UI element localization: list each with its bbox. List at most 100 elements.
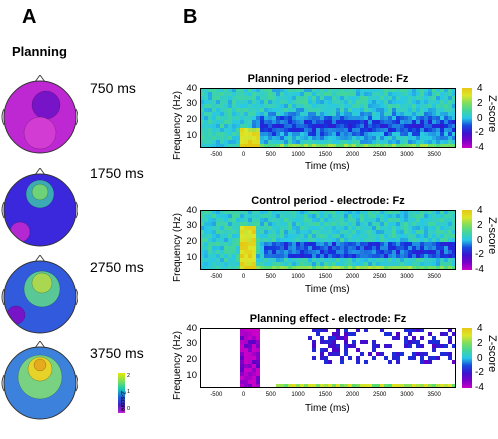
heatmap-cell [392, 352, 397, 357]
heatmap-cell [360, 108, 365, 113]
heatmap-cell [380, 234, 385, 239]
heatmap-cell [368, 360, 373, 365]
heatmap-cell [316, 356, 321, 361]
heatmap-cell [356, 348, 361, 353]
heatmap-cell [208, 234, 213, 239]
heatmap-cell [216, 222, 221, 227]
heatmap-cell [444, 246, 449, 251]
heatmap-cell [420, 116, 425, 121]
heatmap-cell [256, 328, 261, 333]
heatmap-cell [440, 376, 445, 381]
heatmap-cell [224, 210, 229, 215]
heatmap-cell [336, 372, 341, 377]
ear-icon [1, 374, 5, 392]
heatmap-cell [240, 136, 245, 141]
plot-frame [200, 210, 456, 270]
heatmap-cell [200, 226, 205, 231]
heatmap-cell [424, 112, 429, 117]
x-tick: -500 [210, 392, 223, 398]
heatmap-cell [296, 120, 301, 125]
heatmap-cell [260, 230, 265, 235]
heatmap-cell [244, 214, 249, 219]
heatmap-cell [308, 380, 313, 385]
heatmap-cell [328, 108, 333, 113]
heatmap-cell [268, 380, 273, 385]
topomap-1750ms [1, 168, 78, 247]
heatmap-cell [212, 136, 217, 141]
heatmap-cell [292, 250, 297, 255]
heatmap-cell [320, 124, 325, 129]
heatmap-cell [256, 262, 261, 267]
heatmap-cell [268, 384, 273, 388]
heatmap-cell [324, 376, 329, 381]
heatmap-cell [348, 254, 353, 259]
heatmap-cell [264, 210, 269, 215]
heatmap-cell [252, 348, 257, 353]
heatmap-cell [220, 120, 225, 125]
heatmap-cell [368, 144, 373, 148]
heatmap-cell [300, 96, 305, 101]
topomap-time-label: 750 ms [90, 80, 136, 96]
heatmap-cell [348, 120, 353, 125]
heatmap-cell [368, 356, 373, 361]
heatmap-cell [440, 230, 445, 235]
heatmap-cell [336, 112, 341, 117]
heatmap-cell [300, 348, 305, 353]
topomap-750ms [1, 75, 78, 154]
heatmap-cell [356, 132, 361, 137]
heatmap-cell [256, 364, 261, 369]
heatmap-cell [344, 124, 349, 129]
heatmap-cell [272, 332, 277, 337]
heatmap-cell [452, 88, 456, 93]
heatmap-cell [380, 348, 385, 353]
heatmap-cell [380, 340, 385, 345]
heatmap-cell [252, 230, 257, 235]
heatmap-cell [340, 234, 345, 239]
heatmap-cell [440, 116, 445, 121]
heatmap-cell [236, 108, 241, 113]
heatmap-cell [272, 384, 277, 388]
heatmap-cell [340, 360, 345, 365]
heatmap-cell [328, 234, 333, 239]
heatmap-cell [320, 120, 325, 125]
heatmap-cell [296, 210, 301, 215]
colorbar-label: Z-score [486, 95, 498, 133]
heatmap-cell [336, 266, 341, 270]
heatmap-cell [216, 344, 221, 349]
heatmap-cell [376, 352, 381, 357]
heatmap-cell [320, 234, 325, 239]
heatmap-cell [332, 136, 337, 141]
heatmap-cell [324, 250, 329, 255]
heatmap-cell [200, 116, 205, 121]
heatmap-cell [248, 336, 253, 341]
heatmap-cell [400, 332, 405, 337]
heatmap-cell [376, 332, 381, 337]
heatmap-cell [212, 250, 217, 255]
heatmap-cell [272, 238, 277, 243]
heatmap-cell [244, 262, 249, 267]
heatmap-cell [268, 356, 273, 361]
heatmap-cell [220, 100, 225, 105]
heatmap-cell [204, 368, 209, 373]
heatmap-cell [380, 356, 385, 361]
heatmap-cell [288, 88, 293, 93]
heatmap-cell [368, 340, 373, 345]
heatmap-cell [280, 340, 285, 345]
heatmap-cell [344, 376, 349, 381]
heatmap-cell [344, 368, 349, 373]
heatmap-cell [292, 336, 297, 341]
heatmap-cell [428, 136, 433, 141]
colorbar [462, 88, 472, 148]
heatmap-cell [244, 384, 249, 388]
heatmap-cell [364, 140, 369, 145]
heatmap-cell [396, 238, 401, 243]
heatmap-cell [232, 332, 237, 337]
heatmap-cell [352, 132, 357, 137]
heatmap-cell [228, 336, 233, 341]
heatmap-cell [228, 128, 233, 133]
heatmap-cell [352, 360, 357, 365]
heatmap-cell [292, 214, 297, 219]
heatmap-cell [200, 258, 205, 263]
heatmap-cell [348, 234, 353, 239]
heatmap-cell [332, 380, 337, 385]
